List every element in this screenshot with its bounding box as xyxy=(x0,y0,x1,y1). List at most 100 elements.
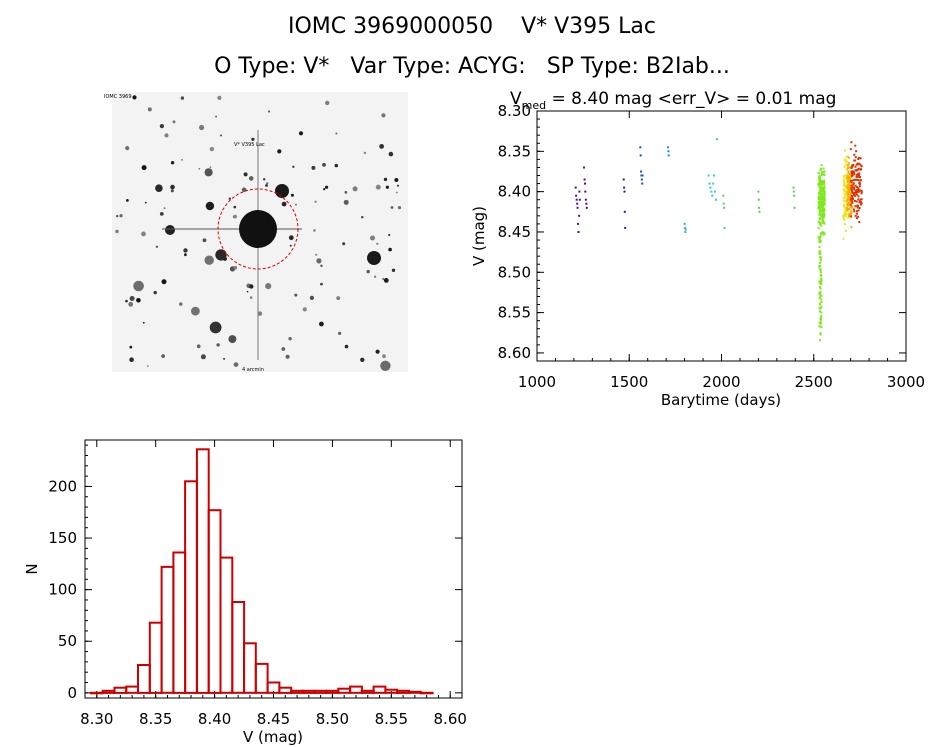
lightcurve-point xyxy=(860,202,863,205)
lightcurve-point xyxy=(843,203,846,206)
lightcurve-point xyxy=(822,170,825,173)
lightcurve-point xyxy=(851,174,854,177)
lightcurve-point xyxy=(819,320,822,323)
lightcurve-point xyxy=(758,206,761,209)
lightcurve-point xyxy=(847,213,849,216)
lightcurve-point xyxy=(623,190,626,193)
lightcurve-xtick-label: 1500 xyxy=(610,373,648,391)
lightcurve-point xyxy=(857,179,860,182)
lightcurve-point xyxy=(577,231,580,233)
lightcurve-point xyxy=(849,204,852,207)
lightcurve-ytick-label: 8.30 xyxy=(498,102,531,120)
lightcurve-point xyxy=(623,210,626,213)
lightcurve-point xyxy=(853,173,856,176)
background-star xyxy=(228,335,237,344)
lightcurve-point xyxy=(820,282,823,285)
lightcurve-point xyxy=(855,189,858,192)
lightcurve-point xyxy=(842,197,845,200)
background-star xyxy=(155,184,163,192)
lightcurve-point xyxy=(847,190,850,193)
lightcurve-point xyxy=(822,190,825,193)
lightcurve-point xyxy=(847,178,850,181)
background-star xyxy=(265,283,272,290)
histogram-bar xyxy=(172,551,187,694)
lightcurve-point xyxy=(818,202,821,204)
lightcurve-point xyxy=(823,170,826,173)
lightcurve-point xyxy=(853,193,856,196)
lightcurve-point xyxy=(845,213,848,216)
lightcurve-point xyxy=(854,156,857,159)
lightcurve-point xyxy=(819,339,821,342)
finder-bottom-label: 4 arcmin xyxy=(242,367,264,373)
lightcurve-point xyxy=(850,141,853,144)
lightcurve-point xyxy=(855,150,858,153)
lightcurve-point xyxy=(844,196,847,199)
lightcurve-point xyxy=(845,163,848,166)
lightcurve-point xyxy=(640,174,643,177)
lightcurve-point xyxy=(820,224,823,227)
background-star xyxy=(390,206,394,209)
lightcurve-point xyxy=(819,303,822,306)
lightcurve-point xyxy=(823,207,826,210)
lightcurve-point xyxy=(848,175,851,178)
lightcurve-point xyxy=(820,314,823,317)
background-star xyxy=(170,184,175,190)
lightcurve-xtick-label: 3000 xyxy=(887,373,925,391)
lightcurve-point xyxy=(823,210,826,213)
lightcurve-point xyxy=(758,210,761,213)
histogram-ytick-label: 100 xyxy=(48,581,77,599)
finder-top-label: IOMC 3969 xyxy=(104,94,132,100)
lightcurve-point xyxy=(847,164,849,167)
background-star xyxy=(382,277,385,281)
background-star xyxy=(215,115,217,118)
lightcurve-point xyxy=(639,154,642,157)
background-star xyxy=(295,203,297,206)
background-star xyxy=(142,321,145,324)
lightcurve-point xyxy=(850,170,853,173)
lightcurve-point xyxy=(850,167,853,169)
lightcurve-point xyxy=(850,215,853,218)
lightcurve-point xyxy=(860,198,863,201)
background-star xyxy=(388,151,394,157)
lightcurve-point xyxy=(823,183,825,186)
lightcurve-point xyxy=(847,208,850,211)
lightcurve-point xyxy=(574,186,577,189)
lightcurve-point xyxy=(843,193,846,196)
lightcurve-ytick-label: 8.45 xyxy=(498,223,531,241)
background-star xyxy=(215,249,227,261)
lightcurve-point xyxy=(846,203,849,206)
lightcurve-point xyxy=(850,197,853,200)
lightcurve-point xyxy=(710,190,713,193)
lightcurve-point xyxy=(848,189,851,192)
lightcurve-point xyxy=(820,204,823,207)
lightcurve-point xyxy=(858,172,861,175)
lightcurve-point xyxy=(847,216,850,219)
histogram-bar xyxy=(137,664,151,694)
background-star xyxy=(144,201,147,204)
lightcurve-point xyxy=(855,193,858,196)
histogram-ytick-label: 150 xyxy=(48,529,77,547)
lightcurve-point xyxy=(821,219,824,222)
lightcurve-point xyxy=(820,280,823,282)
lightcurve-point xyxy=(585,206,588,209)
lightcurve-point xyxy=(722,194,725,197)
background-star xyxy=(196,344,201,349)
histogram-bar xyxy=(396,689,411,694)
lightcurve-point xyxy=(855,176,858,178)
histogram-bar xyxy=(313,689,328,694)
lightcurve-point xyxy=(850,199,853,202)
lightcurve-point xyxy=(821,180,824,182)
lightcurve-point xyxy=(819,256,822,258)
finder-stars xyxy=(115,95,402,371)
lightcurve-point xyxy=(851,196,854,199)
background-star xyxy=(334,163,338,168)
lightcurve-point xyxy=(819,322,822,325)
histogram-bar xyxy=(113,686,128,694)
histogram-bar xyxy=(184,480,198,694)
background-star xyxy=(220,134,222,137)
lightcurve-point xyxy=(818,280,821,283)
lightcurve-point xyxy=(854,199,856,202)
background-star xyxy=(342,242,346,246)
lightcurve-point xyxy=(847,170,850,173)
lightcurve-point xyxy=(818,265,821,267)
